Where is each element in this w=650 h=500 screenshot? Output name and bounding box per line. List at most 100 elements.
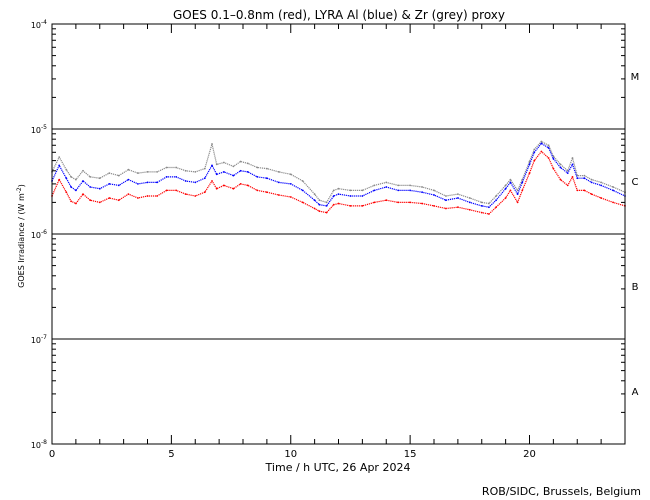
series-point: [385, 199, 388, 202]
series-point: [559, 163, 562, 166]
series-point: [211, 164, 213, 167]
series-point: [98, 201, 101, 204]
series-point: [409, 184, 411, 187]
series-point: [313, 199, 316, 202]
series-point: [571, 176, 574, 178]
series-point: [495, 206, 497, 209]
series-point: [246, 184, 249, 187]
series-point: [215, 163, 218, 166]
series-point: [612, 186, 614, 188]
series-point: [332, 203, 335, 206]
series-point: [239, 160, 242, 163]
series-point: [82, 169, 84, 172]
series-point: [576, 189, 579, 192]
y-tick-label: 10-4: [31, 19, 47, 30]
series-point: [495, 199, 497, 202]
series-point: [117, 199, 120, 202]
series-point: [409, 201, 411, 204]
x-tick-label: 20: [523, 449, 536, 460]
y-tick-label: 10-6: [31, 229, 47, 240]
series-point: [98, 177, 101, 180]
series-point: [373, 201, 376, 204]
flare-class-label: A: [632, 387, 639, 398]
series-point: [301, 201, 304, 204]
series-point: [361, 205, 364, 207]
series-point: [156, 195, 159, 197]
series-point: [75, 189, 77, 192]
series-point: [289, 183, 292, 185]
series-point: [480, 201, 483, 204]
series-point: [397, 189, 400, 192]
series-point: [337, 193, 340, 196]
series-point: [533, 148, 536, 151]
series-point: [421, 191, 423, 194]
series-point: [509, 178, 512, 181]
series-point: [82, 193, 84, 196]
x-tick-label: 5: [168, 449, 174, 460]
series-point: [488, 206, 490, 209]
series-point: [215, 173, 218, 176]
series-point: [117, 184, 120, 187]
series-point: [232, 187, 235, 190]
series-point: [385, 181, 388, 184]
series-point: [223, 161, 225, 164]
series-point: [433, 194, 435, 196]
series-point: [445, 195, 447, 197]
series-point: [127, 193, 130, 196]
series-point: [325, 201, 328, 204]
series-point: [468, 208, 471, 211]
series-point: [552, 155, 555, 158]
series-point: [533, 159, 536, 162]
series-point: [566, 172, 569, 175]
series-point: [246, 162, 249, 165]
series-point: [325, 205, 328, 207]
series-point: [165, 189, 168, 192]
flare-class-labels: M C B A: [631, 72, 640, 398]
series-point: [211, 180, 213, 182]
series-point: [289, 196, 292, 198]
series-point: [468, 201, 471, 204]
series-point: [98, 187, 101, 190]
series-point: [58, 156, 61, 159]
series-point: [583, 177, 586, 180]
series-point: [373, 184, 376, 187]
series-point: [528, 163, 531, 166]
series-point: [146, 171, 149, 173]
series-point: [313, 193, 316, 196]
series-point: [256, 176, 259, 178]
series-point: [256, 189, 259, 192]
series-point: [590, 193, 593, 196]
series-point: [203, 167, 206, 170]
series-point: [468, 197, 471, 199]
series-point: [127, 168, 130, 171]
series-point: [289, 173, 292, 176]
series-point: [612, 201, 614, 204]
series-point: [239, 169, 242, 172]
series-point: [373, 189, 376, 192]
series-point: [600, 197, 602, 199]
series-point: [232, 174, 235, 177]
series-point: [337, 202, 340, 205]
series-point: [504, 184, 507, 187]
series-point: [397, 184, 400, 187]
series-point: [480, 205, 483, 207]
series-point: [70, 186, 72, 188]
flare-class-lines: [52, 128, 625, 340]
series-point: [516, 201, 519, 204]
series-point: [175, 189, 178, 192]
series-point: [361, 195, 364, 197]
series-point: [547, 147, 550, 149]
series-point: [559, 166, 562, 169]
series-point: [137, 183, 139, 185]
flare-class-label: B: [632, 282, 639, 293]
x-tick-label: 10: [284, 449, 297, 460]
series-point: [89, 186, 92, 188]
series-point: [528, 172, 531, 175]
series-point: [590, 181, 593, 184]
series-point: [385, 186, 388, 188]
series-point: [70, 200, 72, 203]
series-point: [266, 177, 268, 180]
series-point: [480, 211, 483, 214]
series-point: [70, 176, 72, 178]
